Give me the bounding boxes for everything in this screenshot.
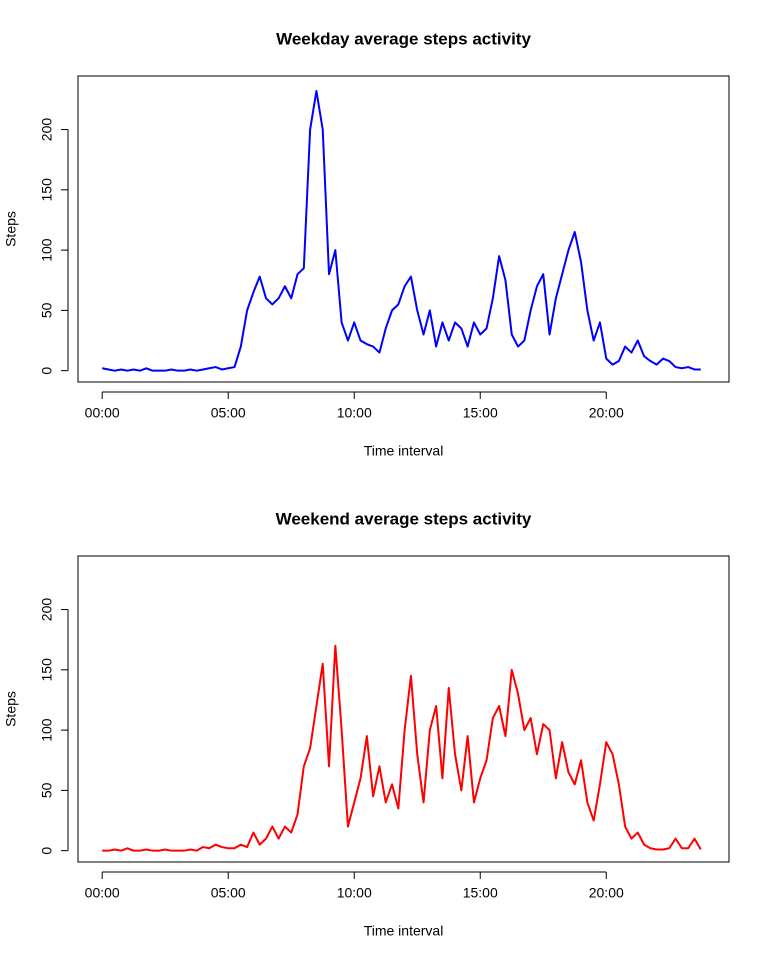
chart-title: Weekend average steps activity — [276, 509, 532, 528]
x-tick-label: 20:00 — [589, 405, 624, 421]
x-tick-label: 05:00 — [211, 405, 246, 421]
y-tick-label: 100 — [39, 238, 55, 262]
x-axis-label: Time interval — [364, 923, 444, 939]
data-line — [102, 89, 701, 372]
x-tick-label: 15:00 — [463, 885, 498, 901]
y-tick-label: 0 — [39, 847, 55, 855]
y-tick-label: 200 — [39, 118, 55, 142]
x-axis-label: Time interval — [364, 443, 444, 459]
x-tick-label: 05:00 — [211, 885, 246, 901]
x-tick-label: 20:00 — [589, 885, 624, 901]
y-tick-label: 150 — [39, 658, 55, 682]
y-tick-label: 200 — [39, 598, 55, 622]
x-tick-label: 10:00 — [337, 405, 372, 421]
x-tick-label: 10:00 — [337, 885, 372, 901]
y-tick-label: 0 — [39, 367, 55, 375]
x-tick-label: 00:00 — [85, 405, 120, 421]
y-tick-label: 150 — [39, 178, 55, 202]
plot-frame — [77, 75, 730, 383]
x-tick-label: 15:00 — [463, 405, 498, 421]
y-tick-label: 50 — [39, 782, 55, 798]
chart-title: Weekday average steps activity — [276, 29, 531, 48]
data-line — [102, 644, 702, 852]
plot-frame — [77, 555, 730, 863]
y-tick-label: 100 — [39, 718, 55, 742]
x-tick-label: 00:00 — [85, 885, 120, 901]
y-axis-label: Steps — [3, 691, 19, 727]
y-axis-label: Steps — [3, 211, 19, 247]
y-tick-label: 50 — [39, 302, 55, 318]
